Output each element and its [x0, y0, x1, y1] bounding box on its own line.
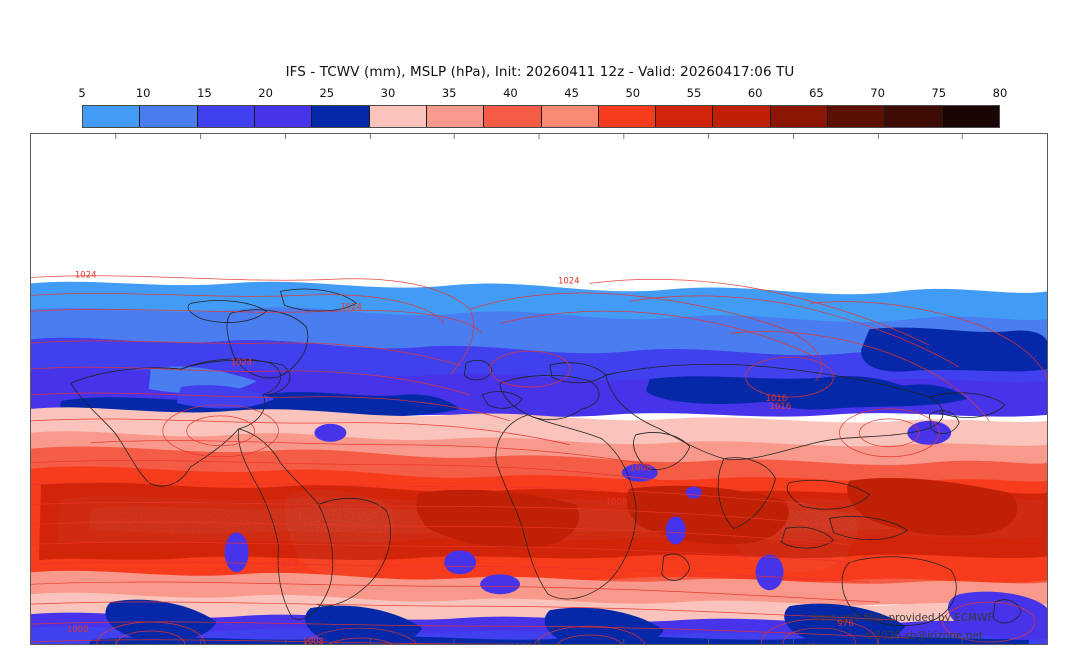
svg-text:1016: 1016 — [770, 401, 792, 411]
colorbar-tick-70: 70 — [870, 86, 885, 100]
colorbar-swatch-75-80 — [885, 106, 943, 127]
tcwv-dry-slots — [224, 420, 952, 595]
map-canvas[interactable]: 1024 1024 1024 1024 1008 1008 1008 1000 … — [30, 133, 1048, 645]
colorbar-tick-20: 20 — [258, 86, 273, 100]
svg-text:1008: 1008 — [302, 636, 324, 644]
svg-text:1008: 1008 — [630, 463, 652, 473]
svg-text:1024: 1024 — [75, 269, 97, 279]
svg-text:984: 984 — [805, 642, 821, 644]
colorbar-swatch-70-75 — [828, 106, 886, 127]
coastlines — [70, 288, 1022, 626]
colorbar-swatch-30-35 — [369, 106, 427, 127]
tcwv-core-blue-eurasia — [861, 327, 1047, 372]
tcwv-lobe-s1 — [105, 599, 217, 642]
tcwv-patch-blue-greenland — [148, 366, 257, 394]
page-title: IFS - TCWV (mm), MSLP (hPa), Init: 20260… — [285, 64, 795, 80]
colorbar-swatches — [82, 105, 1000, 128]
map-svg: 1024 1024 1024 1024 1008 1008 1008 1000 … — [31, 134, 1047, 644]
colorbar-swatch-80-85 — [942, 106, 999, 127]
colorbar-tick-65: 65 — [809, 86, 824, 100]
svg-text:1008: 1008 — [510, 642, 532, 644]
copyright-credit: ©2026 sb@irizone.net — [864, 630, 983, 642]
colorbar-swatch-45-50 — [541, 106, 599, 127]
colorbar-swatch-40-45 — [484, 106, 542, 127]
tcwv-patch-blue-labrador — [176, 385, 275, 409]
colorbar-swatch-25-30 — [312, 106, 370, 127]
colorbar-tick-75: 75 — [931, 86, 947, 100]
colorbar-tick-25: 25 — [319, 86, 335, 100]
colorbar-tick-80: 80 — [992, 86, 1008, 100]
colorbar-swatch-20-25 — [254, 106, 313, 127]
svg-text:1008: 1008 — [277, 558, 299, 568]
colorbar-tick-55: 55 — [686, 86, 702, 100]
colorbar-swatch-50-55 — [598, 106, 657, 127]
colorbar-swatch-5-10 — [83, 106, 141, 127]
colorbar-tick-45: 45 — [564, 86, 579, 100]
svg-text:1024: 1024 — [231, 357, 253, 367]
svg-text:1016: 1016 — [766, 393, 788, 403]
isobars — [31, 275, 1047, 644]
tcwv-lobe-s3 — [544, 607, 664, 644]
colorbar-tick-labels: 5 10 15 20 25 30 35 40 45 50 55 60 65 70 75 80 — [78, 86, 1007, 102]
colorbar-swatch-15-20 — [197, 106, 255, 127]
colorbar-tick-10: 10 — [135, 86, 151, 100]
colorbar-tick-50: 50 — [625, 86, 641, 100]
colorbar: 5 10 15 20 25 30 35 40 45 50 55 60 65 70 75 80 — [78, 86, 1007, 128]
svg-text:1008: 1008 — [606, 497, 628, 507]
colorbar-tick-60: 60 — [747, 86, 763, 100]
tcwv-core-blue-china — [763, 381, 968, 410]
svg-text:976: 976 — [837, 618, 853, 628]
svg-text:1024: 1024 — [340, 301, 362, 311]
colorbar-tick-35: 35 — [441, 86, 457, 100]
tcwv-core-africa — [416, 489, 580, 549]
isobar-labels: 1024 1024 1024 1024 1008 1008 1008 1000 … — [67, 269, 854, 644]
colorbar-tick-15: 15 — [197, 86, 212, 100]
colorbar-tick-5: 5 — [78, 86, 86, 100]
tcwv-field: 1024 1024 1024 1024 1008 1008 1008 1000 … — [31, 134, 1047, 644]
source-credit: from grib files provided by ECMWF — [812, 612, 994, 624]
colorbar-tick-40: 40 — [503, 86, 518, 100]
colorbar-swatch-10-15 — [140, 106, 198, 127]
tcwv-core-amazon — [284, 489, 394, 580]
colorbar-swatch-60-65 — [713, 106, 771, 127]
colorbar-tick-30: 30 — [380, 86, 396, 100]
colorbar-swatch-65-70 — [770, 106, 829, 127]
tcwv-core-wpacific — [847, 478, 1018, 536]
colorbar-swatch-55-60 — [656, 106, 714, 127]
frame-ticks — [115, 134, 963, 644]
svg-text:1000: 1000 — [67, 624, 89, 634]
colorbar-swatch-35-40 — [426, 106, 485, 127]
svg-text:1024: 1024 — [558, 275, 580, 285]
tcwv-arctic-white — [31, 134, 1047, 284]
